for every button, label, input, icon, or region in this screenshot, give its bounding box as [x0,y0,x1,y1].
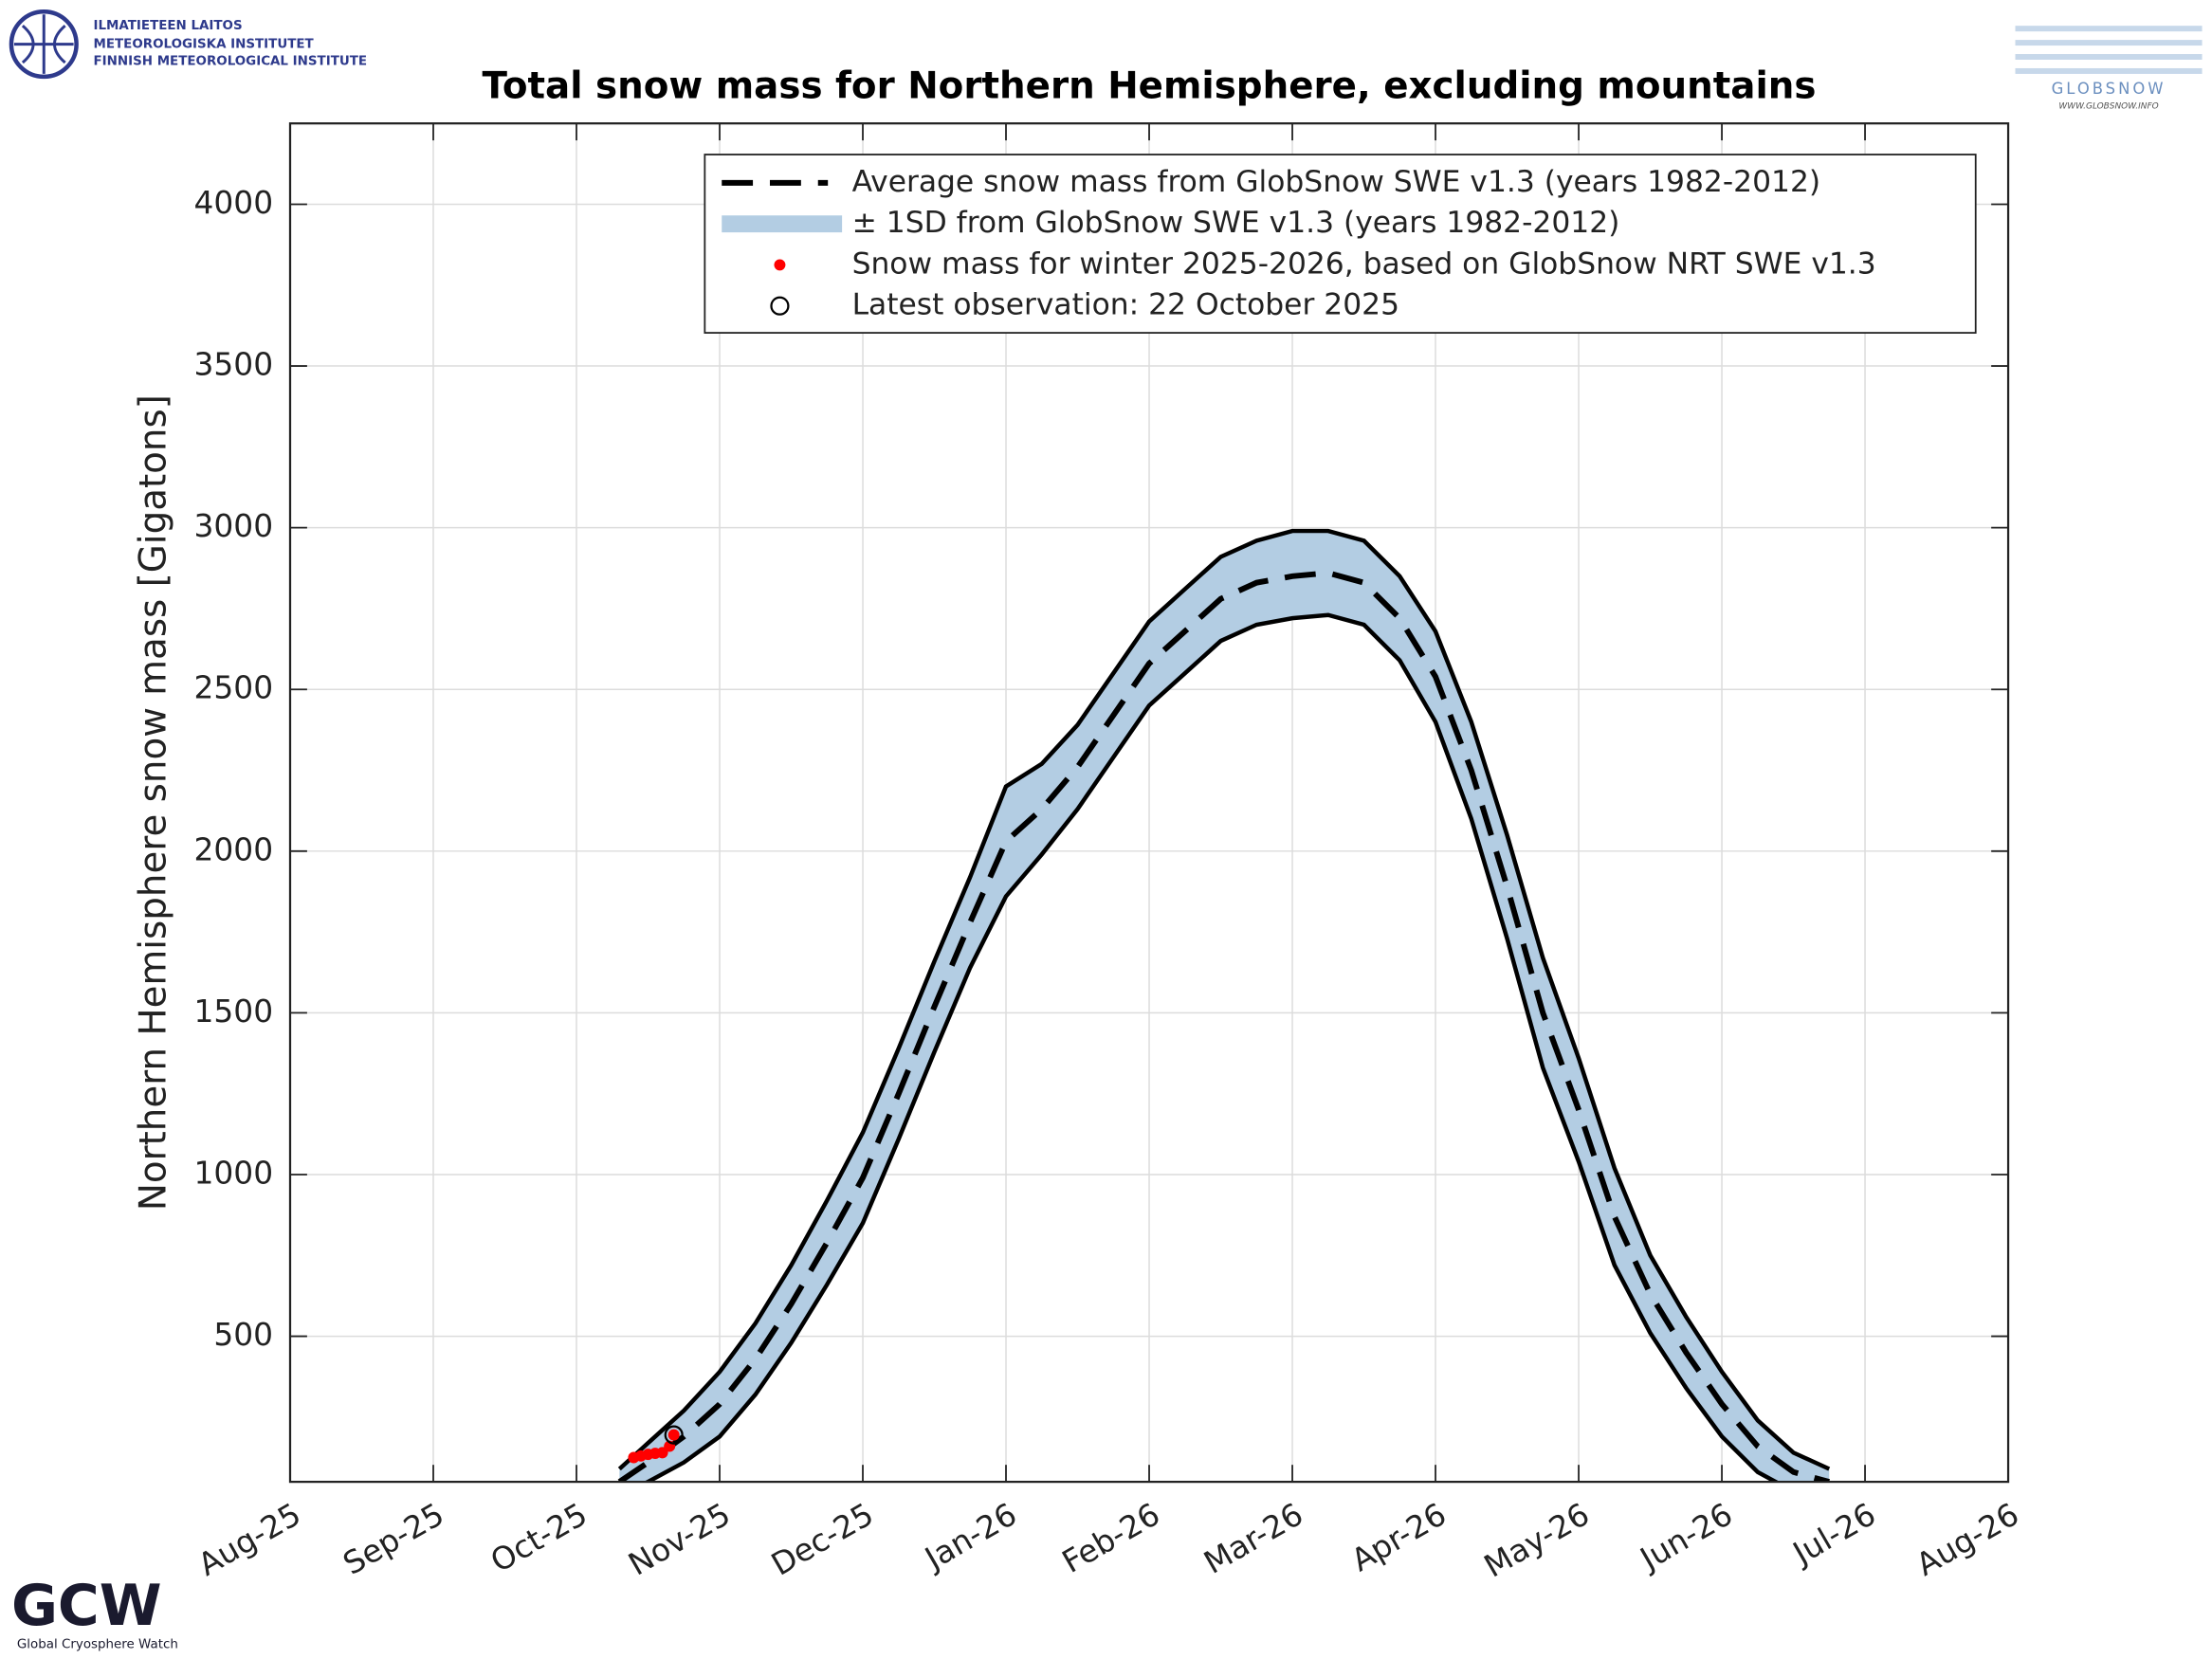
fmi-emblem [9,9,79,80]
globsnow-logo: GLOBSNOW WWW.GLOBSNOW.INFO [2015,26,2203,112]
legend-label: Average snow mass from GlobSnow SWE v1.3… [852,165,1821,199]
y-tick-label: 1000 [194,1155,274,1191]
y-tick-label: 2000 [194,831,274,867]
legend-swatch [770,296,790,316]
y-tick-label: 1500 [194,994,274,1030]
y-tick-label: 3000 [194,508,274,544]
logo-stripe [2015,54,2203,61]
y-tick-label: 2500 [194,670,274,706]
chart-title: Total snow mass for Northern Hemisphere,… [483,64,1817,107]
y-tick-label: 500 [213,1317,273,1353]
average-line [617,570,1831,1483]
gcw-name: Global Cryosphere Watch [17,1638,178,1652]
legend-box [704,154,1977,334]
legend-label: ± 1SD from GlobSnow SWE v1.3 (years 1982… [852,206,1620,240]
legend-label: Snow mass for winter 2025-2026, based on… [852,246,1876,281]
legend-swatch [774,259,786,271]
plot-area [617,528,1831,1483]
fmi-emblem-lines [13,14,74,74]
x-tick-label: Nov-25 [623,1496,737,1582]
logo-stripe [2015,67,2203,74]
globsnow-text: GLOBSNOW [2052,80,2166,98]
logo-stripe [2015,40,2203,46]
x-tick-label: Oct-25 [484,1496,594,1579]
sd-lower-line [643,612,1781,1483]
fmi-text: METEOROLOGISKA INSTITUTET [94,38,315,52]
y-tick-label: 3500 [194,347,274,383]
logo-stripe [2015,26,2203,32]
x-tick-label: Jun-26 [1633,1496,1739,1577]
y-axis-label: Northern Hemisphere snow mass [Gigatons] [133,394,175,1211]
x-tick-label: Jul-26 [1785,1496,1881,1573]
x-tick-label: Mar-26 [1197,1496,1308,1581]
legend-label: Latest observation: 22 October 2025 [852,288,1399,322]
gcw-logo: GCW Global Cryosphere Watch [11,1574,178,1652]
latest-point [664,1425,684,1445]
fmi-text: FINNISH METEOROLOGICAL INSTITUTE [94,54,368,68]
plot-frame [288,122,2010,1484]
x-tick-label: Sep-25 [338,1496,450,1582]
x-tick-label: Aug-25 [192,1496,307,1583]
x-tick-label: May-26 [1478,1496,1596,1584]
x-tick-label: Dec-25 [765,1496,879,1582]
x-tick-label: Jan-26 [918,1496,1023,1577]
legend: Average snow mass from GlobSnow SWE v1.3… [704,154,1977,334]
fmi-logo: ILMATIETEEN LAITOS METEOROLOGISKA INSTIT… [9,9,368,80]
sd-upper-line [617,528,1831,1471]
x-tick-label: Apr-26 [1345,1496,1453,1578]
globsnow-url: WWW.GLOBSNOW.INFO [2058,102,2158,112]
fmi-text: ILMATIETEEN LAITOS [94,19,243,33]
gcw-text: GCW [11,1574,162,1639]
x-tick-label: Feb-26 [1056,1496,1166,1580]
x-tick-label: Aug-26 [1910,1496,2025,1583]
obs-point [667,1429,680,1441]
y-tick-label: 4000 [194,185,274,221]
